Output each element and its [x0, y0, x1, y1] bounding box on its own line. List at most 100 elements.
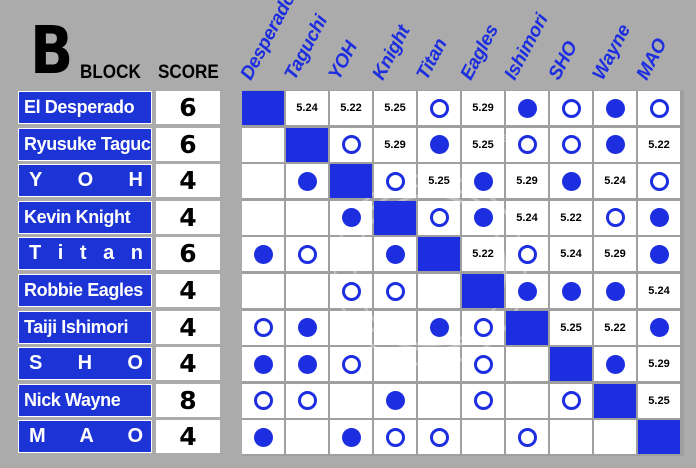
match-date: 5.25 — [428, 175, 450, 188]
block-letter: B — [30, 12, 74, 89]
empty-cell — [242, 164, 284, 199]
result-cell — [242, 310, 284, 345]
empty-cell — [242, 274, 284, 308]
column-header-label: YOH — [324, 38, 363, 84]
result-cell — [638, 91, 680, 125]
win-marker — [517, 281, 537, 301]
match-date: 5.24 — [560, 248, 582, 261]
wrestler-name: Taiji Ishimori — [18, 310, 152, 344]
match-date-cell: 5.22 — [550, 200, 592, 235]
wrestler-name: Ryusuke Taguchi — [18, 127, 152, 161]
result-cell — [374, 164, 416, 199]
empty-cell — [286, 274, 328, 308]
result-cell — [330, 347, 372, 382]
loss-marker — [385, 281, 405, 301]
match-date: 5.24 — [604, 175, 626, 188]
result-cell — [330, 420, 372, 455]
result-cell — [638, 164, 680, 199]
win-marker — [649, 318, 669, 338]
loss-marker — [517, 135, 537, 155]
result-cell — [462, 200, 504, 235]
wrestler-name-label: Taiji Ishimori — [24, 316, 129, 337]
result-cell — [506, 237, 548, 272]
wrestler-name: Nick Wayne — [18, 383, 152, 417]
column-header-label: SHO — [544, 38, 583, 84]
result-cell — [330, 274, 372, 308]
result-cell — [374, 383, 416, 418]
win-marker — [429, 135, 449, 155]
win-marker — [605, 98, 625, 118]
win-marker — [561, 171, 581, 191]
result-cell — [462, 347, 504, 382]
win-marker — [473, 171, 493, 191]
win-marker — [253, 427, 273, 447]
match-date: 5.22 — [560, 211, 582, 224]
win-marker — [297, 318, 317, 338]
column-header-label: Wayne — [588, 21, 636, 84]
win-marker — [385, 244, 405, 264]
empty-cell — [550, 420, 592, 455]
result-cell — [418, 420, 460, 455]
score-value: 4 — [156, 274, 220, 307]
score-header: SCORE — [158, 62, 219, 83]
column-header-label: Titan — [412, 35, 452, 84]
result-cell — [638, 237, 680, 272]
result-cell — [506, 274, 548, 308]
match-date-cell: 5.25 — [638, 383, 680, 418]
loss-marker — [341, 354, 361, 374]
self-match-cell — [506, 310, 548, 345]
result-cell — [594, 274, 636, 308]
wrestler-name: El Desperado — [18, 91, 152, 124]
score-value: 4 — [156, 347, 220, 381]
self-match-cell — [638, 420, 680, 455]
win-marker — [517, 98, 537, 118]
loss-marker — [297, 244, 317, 264]
match-date: 5.22 — [604, 321, 626, 334]
match-date: 5.22 — [340, 102, 362, 114]
loss-marker — [341, 135, 361, 155]
result-cell — [462, 164, 504, 199]
empty-cell — [286, 200, 328, 235]
match-date: 5.29 — [648, 358, 670, 371]
result-cell — [550, 383, 592, 418]
result-cell — [242, 420, 284, 455]
match-date: 5.25 — [384, 102, 406, 114]
match-date-cell: 5.25 — [550, 310, 592, 345]
win-marker — [429, 318, 449, 338]
result-cell — [550, 274, 592, 308]
empty-cell — [242, 200, 284, 235]
result-cell — [418, 200, 460, 235]
score-value: 6 — [156, 237, 220, 271]
wrestler-name: Robbie Eagles — [18, 274, 152, 307]
win-marker — [253, 354, 273, 374]
win-marker — [561, 281, 581, 301]
result-cell — [506, 127, 548, 162]
win-marker — [253, 244, 273, 264]
match-date: 5.22 — [648, 138, 670, 151]
empty-cell — [418, 347, 460, 382]
result-cell — [638, 200, 680, 235]
match-date-cell: 5.25 — [374, 91, 416, 125]
loss-marker — [649, 171, 669, 191]
match-date-cell: 5.24 — [550, 237, 592, 272]
match-date: 5.24 — [296, 102, 318, 114]
result-cell — [374, 274, 416, 308]
result-cell — [330, 200, 372, 235]
result-cell — [550, 127, 592, 162]
self-match-cell — [418, 237, 460, 272]
result-cell — [594, 127, 636, 162]
result-cell — [330, 127, 372, 162]
column-header-label: Knight — [368, 22, 415, 84]
loss-marker — [605, 208, 625, 228]
loss-marker — [561, 135, 581, 155]
empty-cell — [374, 310, 416, 345]
empty-cell — [330, 237, 372, 272]
score-value: 6 — [156, 127, 220, 161]
loss-marker — [561, 391, 581, 411]
loss-marker — [341, 281, 361, 301]
loss-marker — [429, 427, 449, 447]
result-cell — [462, 383, 504, 418]
loss-marker — [253, 391, 273, 411]
